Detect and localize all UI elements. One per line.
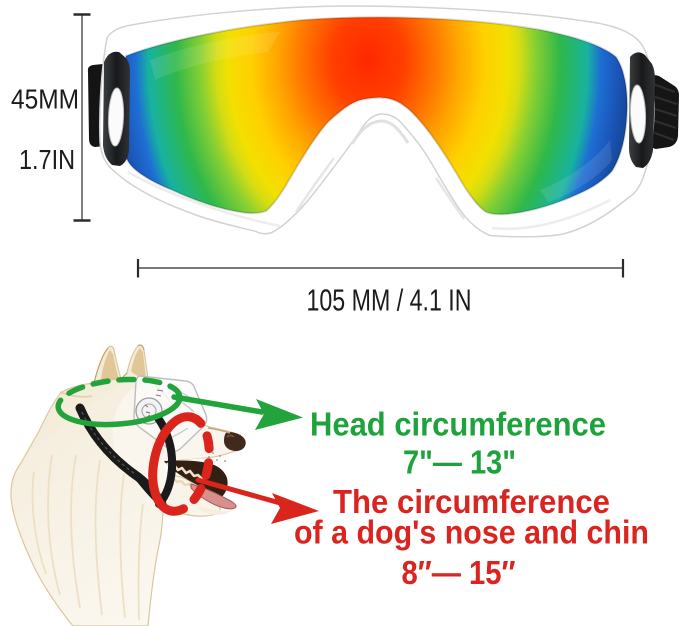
- svg-text:105 MM / 4.1 IN: 105 MM / 4.1 IN: [307, 284, 472, 318]
- svg-text:45MM: 45MM: [11, 84, 79, 115]
- svg-text:of a dog's nose and chin: of a dog's nose and chin: [294, 515, 649, 552]
- svg-text:Head circumference: Head circumference: [310, 407, 606, 444]
- svg-text:8″— 15″: 8″— 15″: [402, 555, 516, 592]
- svg-text:1.7IN: 1.7IN: [19, 144, 75, 175]
- svg-text:7"— 13": 7"— 13": [403, 445, 516, 482]
- svg-text:The circumference: The circumference: [333, 484, 610, 521]
